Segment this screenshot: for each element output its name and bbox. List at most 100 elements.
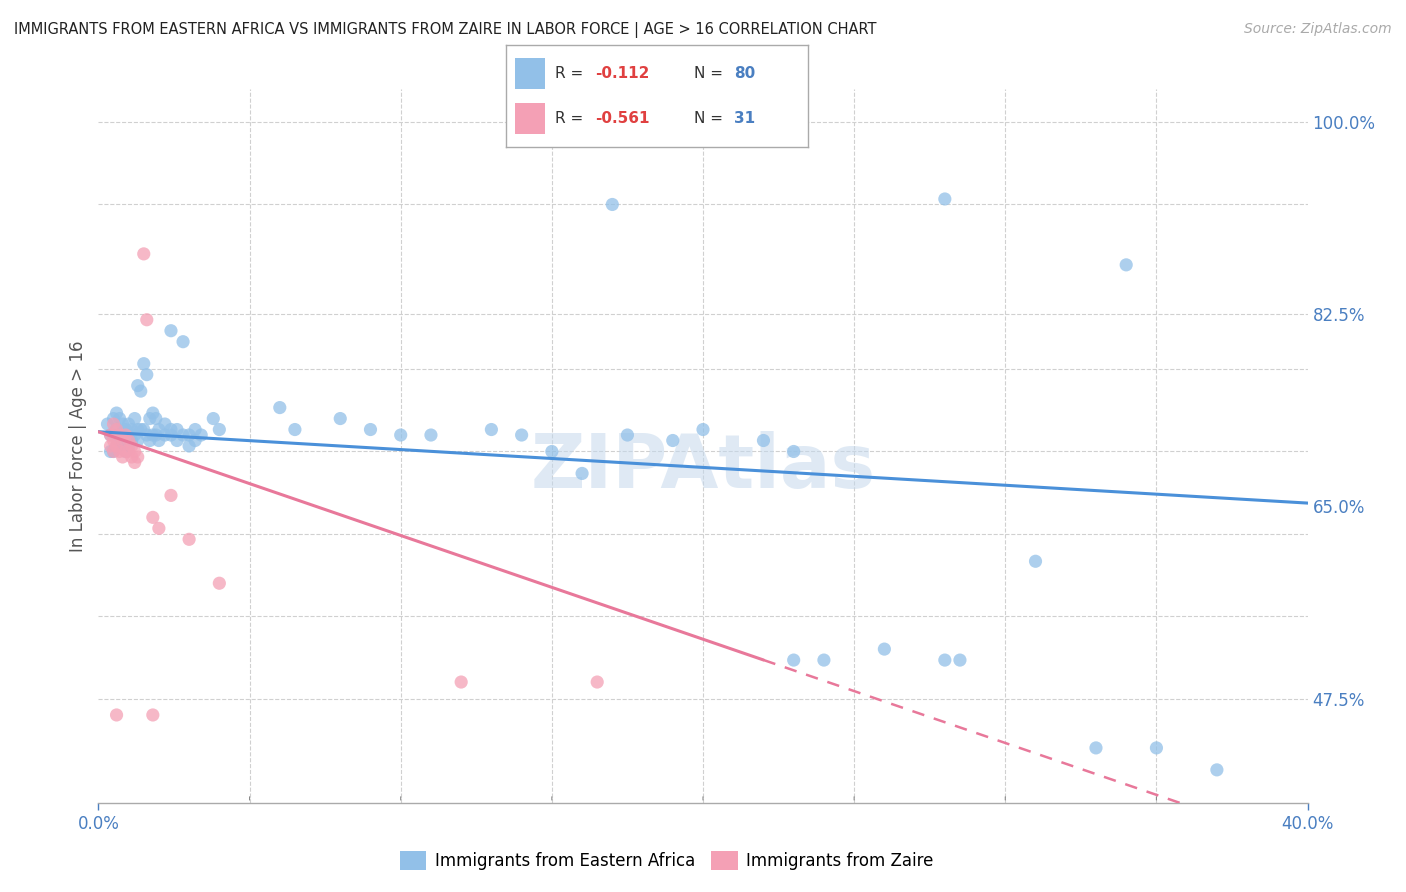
Point [108,439,131,453]
Point [135,428,157,442]
Point [108,444,131,458]
Point [184,434,207,448]
Point [160,428,183,442]
Text: Source: ZipAtlas.com: Source: ZipAtlas.com [1244,22,1392,37]
Point [1144,740,1167,755]
Point [118,439,141,453]
Point [208,423,231,437]
Point [142,708,165,723]
Text: R =: R = [554,66,588,81]
Point [202,411,225,425]
Point [153,428,176,442]
Point [142,428,165,442]
Point [127,450,149,464]
Point [269,401,291,415]
Point [166,423,188,437]
Point [160,488,183,502]
Point [111,417,134,431]
Point [179,428,201,442]
Point [108,428,131,442]
Y-axis label: In Labor Force | Age > 16: In Labor Force | Age > 16 [69,340,87,552]
Point [616,428,638,442]
Point [873,642,896,657]
Text: ZIPAtlas: ZIPAtlas [530,431,876,504]
Point [153,417,176,431]
Point [100,428,122,442]
Point [118,434,141,448]
Point [360,423,382,437]
Point [108,428,131,442]
Point [105,708,128,723]
Point [172,334,194,349]
Point [586,675,609,690]
Point [124,411,146,425]
Point [103,434,125,448]
Point [602,197,624,211]
Point [184,423,207,437]
Point [135,312,157,326]
Point [692,423,714,437]
Point [1024,554,1046,568]
Point [179,533,201,547]
Point [103,444,125,458]
Point [105,406,128,420]
Point [934,653,956,667]
Point [114,428,136,442]
Point [111,439,134,453]
Text: 31: 31 [734,111,755,126]
Point [132,357,155,371]
Point [145,411,167,425]
Point [142,510,165,524]
Point [135,368,157,382]
Point [389,428,412,442]
Point [142,406,165,420]
Point [752,434,775,448]
Point [160,423,183,437]
Point [105,439,128,453]
Point [100,428,122,442]
Point [127,423,149,437]
Point [105,423,128,437]
Point [172,428,194,442]
Point [124,455,146,469]
Point [129,423,152,437]
Point [105,439,128,453]
Point [540,444,562,458]
Point [124,444,146,458]
Point [662,434,685,448]
Text: IMMIGRANTS FROM EASTERN AFRICA VS IMMIGRANTS FROM ZAIRE IN LABOR FORCE | AGE > 1: IMMIGRANTS FROM EASTERN AFRICA VS IMMIGR… [14,22,876,38]
Point [132,247,155,261]
Bar [515,58,546,88]
Point [118,428,141,442]
Point [139,434,162,448]
Point [121,434,143,448]
Point [190,428,212,442]
Point [1115,258,1137,272]
Point [103,444,125,458]
Point [510,428,533,442]
Point [111,434,134,448]
Text: -0.112: -0.112 [595,66,650,81]
Point [166,434,188,448]
Point [132,423,155,437]
Point [118,444,141,458]
Point [783,444,806,458]
Point [813,653,835,667]
Point [114,431,136,445]
Point [96,417,118,431]
Point [934,192,956,206]
Text: 80: 80 [734,66,755,81]
Point [571,467,593,481]
Point [148,434,170,448]
Point [114,444,136,458]
Text: -0.561: -0.561 [595,111,650,126]
Point [148,521,170,535]
Point [208,576,231,591]
Point [100,444,122,458]
Point [114,444,136,458]
Point [111,450,134,464]
Point [145,428,167,442]
Point [420,428,443,442]
Point [783,653,806,667]
Text: R =: R = [554,111,588,126]
